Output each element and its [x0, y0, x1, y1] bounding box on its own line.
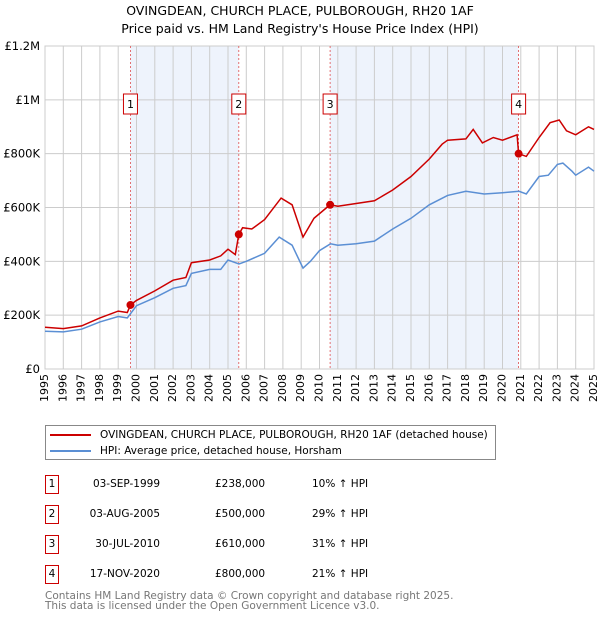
x-tick-label: 2000: [130, 374, 143, 402]
sale-date: 30-JUL-2010: [95, 538, 160, 550]
plot-border: [44, 45, 595, 370]
x-tick-label: 2015: [404, 374, 417, 402]
y-tick-label: £600K: [3, 201, 40, 215]
sale-row: 3 30-JUL-2010 £610,000 31% ↑ HPI: [45, 535, 465, 555]
legend-swatch-blue: [50, 450, 91, 452]
sale-marker-box: [511, 93, 527, 115]
sale-marker-label: 4: [515, 98, 522, 111]
chart-title: OVINGDEAN, CHURCH PLACE, PULBOROUGH, RH2…: [126, 3, 474, 18]
x-tick-label: 2001: [148, 374, 161, 402]
legend-label-hpi: HPI: Average price, detached house, Hors…: [100, 445, 342, 457]
x-tick-label: 1995: [38, 374, 51, 402]
x-tick-label: 2010: [313, 374, 326, 402]
x-tick-label: 2025: [587, 374, 600, 402]
x-tick-label: 2020: [496, 374, 509, 402]
sale-marker-badge: 4: [45, 565, 59, 584]
sale-point: [126, 300, 135, 309]
x-tick-label: 2013: [367, 374, 380, 402]
sale-marker-label: 1: [127, 98, 134, 111]
legend-item-property: OVINGDEAN, CHURCH PLACE, PULBOROUGH, RH2…: [50, 429, 488, 441]
x-tick-label: 2002: [166, 374, 179, 402]
legend-item-hpi: HPI: Average price, detached house, Hors…: [50, 445, 342, 457]
sale-marker-label: 2: [235, 98, 242, 111]
y-tick-label: £1M: [15, 93, 40, 107]
y-tick-label: £400K: [3, 254, 40, 268]
y-tick-label: £200K: [3, 308, 40, 322]
x-tick-label: 2007: [258, 374, 271, 402]
x-tick-label: 2023: [550, 374, 563, 402]
x-tick-label: 1998: [93, 374, 106, 402]
sale-marker-badge: 2: [45, 505, 59, 524]
sale-point: [234, 230, 243, 239]
sale-hpi-diff: 21% ↑ HPI: [312, 568, 369, 580]
y-tick-label: £800K: [3, 147, 40, 161]
sale-marker-badge: 3: [45, 535, 59, 554]
sale-marker-badge: 1: [45, 475, 59, 494]
x-tick-label: 2022: [532, 374, 545, 402]
sale-date: 03-SEP-1999: [92, 478, 160, 490]
sale-price: £610,000: [215, 538, 266, 550]
sale-hpi-diff: 31% ↑ HPI: [312, 538, 369, 550]
sale-row: 1 03-SEP-1999 £238,000 10% ↑ HPI: [45, 475, 465, 495]
sale-row: 4 17-NOV-2020 £800,000 21% ↑ HPI: [45, 565, 465, 585]
x-tick-label: 2005: [221, 374, 234, 402]
x-tick-label: 2019: [477, 374, 490, 402]
x-tick-label: 2014: [386, 374, 399, 402]
sale-marker-label: 3: [327, 98, 334, 111]
x-tick-label: 1997: [75, 374, 88, 402]
sale-date: 03-AUG-2005: [89, 508, 160, 520]
x-tick-label: 2004: [203, 374, 216, 402]
sale-price: £500,000: [215, 508, 266, 520]
legend-swatch-red: [50, 434, 91, 436]
sale-price: £800,000: [215, 568, 266, 580]
x-tick-label: 1996: [56, 374, 69, 402]
x-tick-label: 2006: [239, 374, 252, 402]
y-tick-label: £0: [25, 362, 40, 376]
series-line: [44, 162, 595, 333]
sale-marker-box: [322, 93, 338, 115]
x-tick-label: 2016: [422, 374, 435, 402]
footer-copyright: Contains HM Land Registry data © Crown c…: [45, 590, 454, 602]
price-chart: 1995 1996 1997 1998 1999 2000 2001 2002 2003 2004…: [3, 39, 600, 402]
x-tick-label: 2024: [569, 374, 582, 402]
x-tick-label: 2021: [514, 374, 527, 402]
sale-point: [326, 200, 335, 209]
sale-row: 2 03-AUG-2005 £500,000 29% ↑ HPI: [45, 505, 465, 525]
footer-licence: This data is licensed under the Open Gov…: [45, 600, 380, 612]
sale-marker-box: [122, 93, 138, 115]
x-tick-label: 1999: [111, 374, 124, 402]
x-tick-label: 2009: [294, 374, 307, 402]
legend-label-property: OVINGDEAN, CHURCH PLACE, PULBOROUGH, RH2…: [100, 429, 488, 441]
x-tick-label: 2003: [184, 374, 197, 402]
y-tick-label: £1.2M: [4, 39, 40, 53]
sale-hpi-diff: 29% ↑ HPI: [312, 508, 369, 520]
x-tick-label: 2008: [276, 374, 289, 402]
sale-hpi-diff: 10% ↑ HPI: [312, 478, 369, 490]
sale-point: [514, 149, 523, 158]
x-tick-label: 2017: [441, 374, 454, 402]
x-tick-label: 2011: [331, 374, 344, 402]
x-tick-label: 2012: [349, 374, 362, 402]
x-tick-label: 2018: [459, 374, 472, 402]
legend: OVINGDEAN, CHURCH PLACE, PULBOROUGH, RH2…: [45, 425, 496, 460]
sale-price: £238,000: [215, 478, 266, 490]
chart-subtitle: Price paid vs. HM Land Registry's House …: [121, 21, 479, 36]
sale-date: 17-NOV-2020: [89, 568, 160, 580]
sale-marker-box: [231, 93, 247, 115]
